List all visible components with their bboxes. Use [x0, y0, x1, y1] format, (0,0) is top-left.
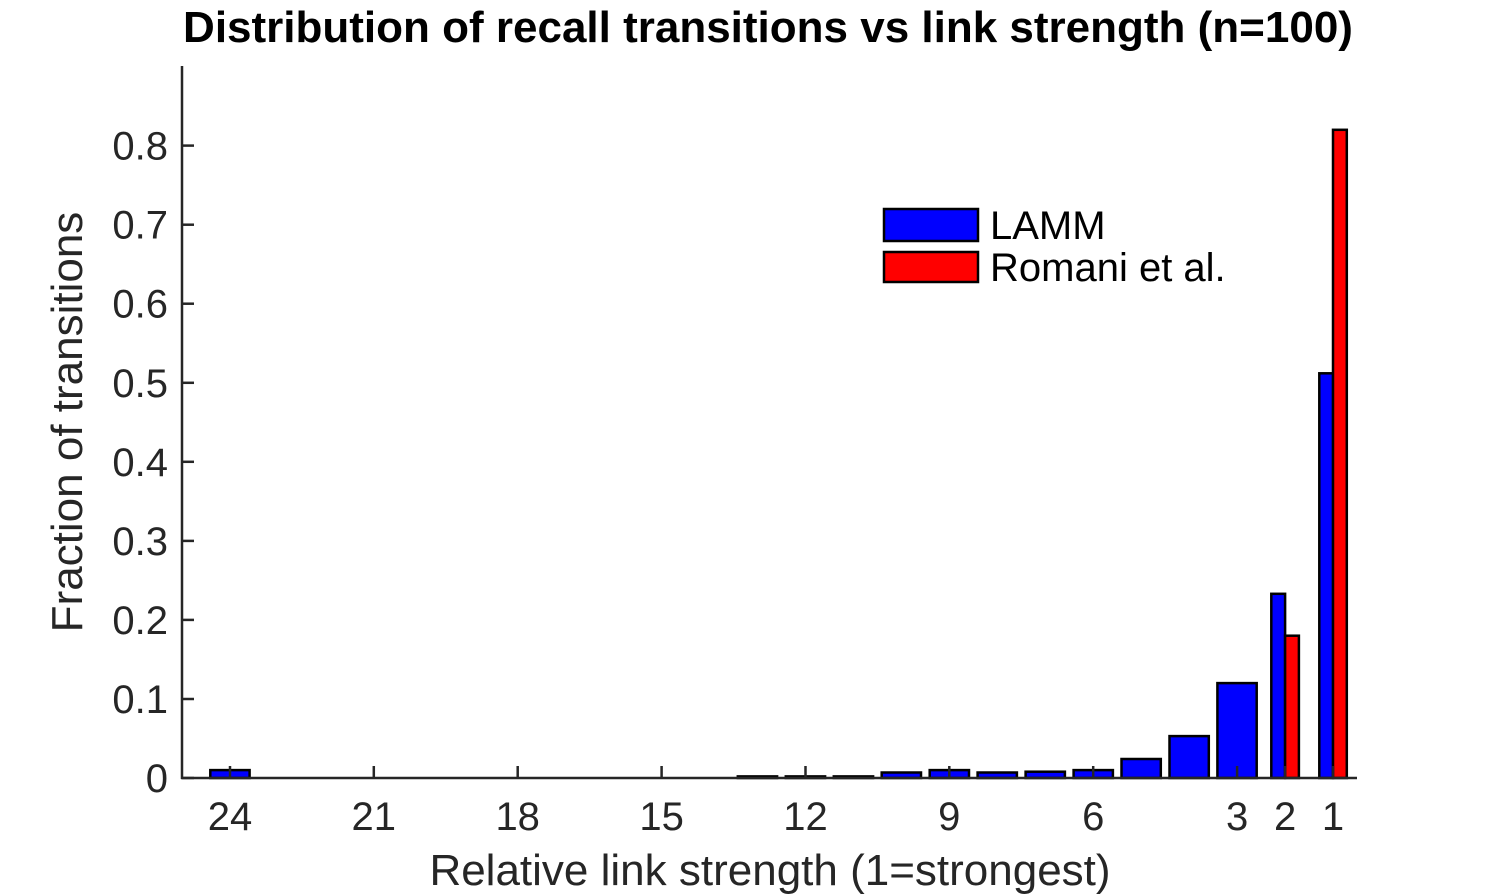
x-tick-label-6: 6 — [1082, 795, 1104, 839]
y-tick-label-3: 0.3 — [112, 520, 168, 564]
legend-label-romani: Romani et al. — [990, 246, 1226, 290]
y-tick-label-1: 0.1 — [112, 678, 168, 722]
x-tick-label-1: 1 — [1322, 795, 1344, 839]
legend-label-lamm: LAMM — [990, 204, 1106, 248]
y-tick-label-8: 0.8 — [112, 125, 168, 169]
x-tick-label-15: 15 — [639, 795, 684, 839]
bar-lamm-1 — [1318, 372, 1335, 780]
bar-lamm-4 — [1168, 734, 1211, 780]
legend-swatch-romani — [882, 250, 980, 284]
x-tick-label-2: 2 — [1274, 795, 1296, 839]
axes-layer — [180, 66, 1357, 780]
y-tick-label-4: 0.4 — [112, 441, 168, 485]
bar-romani-2 — [1283, 634, 1301, 780]
y-axis-label: Fraction of transitions — [43, 212, 92, 633]
x-tick-label-18: 18 — [495, 795, 540, 839]
x-axis-label: Relative link strength (1=strongest) — [429, 846, 1110, 895]
y-tick-label-5: 0.5 — [112, 362, 168, 406]
bar-lamm-5 — [1120, 757, 1163, 780]
bar-lamm-2 — [1270, 592, 1287, 780]
bars-layer — [209, 128, 1349, 780]
y-tick-label-6: 0.6 — [112, 283, 168, 327]
x-tick-label-21: 21 — [352, 795, 397, 839]
legend-swatch-lamm — [882, 207, 980, 243]
y-tick-label-7: 0.7 — [112, 204, 168, 248]
x-tick-label-9: 9 — [938, 795, 960, 839]
x-tick-label-3: 3 — [1226, 795, 1248, 839]
x-tick-label-12: 12 — [783, 795, 828, 839]
y-ticks-layer: 0 0.1 0.2 0.3 0.4 0.5 0.6 0.7 0.8 — [112, 125, 194, 801]
bar-romani-1 — [1331, 128, 1349, 780]
legend: LAMM Romani et al. — [882, 204, 1226, 290]
bar-lamm-3 — [1216, 681, 1258, 780]
x-tick-label-24: 24 — [208, 795, 253, 839]
x-ticks-layer: 24 21 18 15 12 9 6 3 2 1 — [208, 766, 1344, 839]
chart-title: Distribution of recall transitions vs li… — [183, 3, 1353, 52]
y-tick-label-2: 0.2 — [112, 599, 168, 643]
y-tick-label-0: 0 — [146, 757, 168, 801]
